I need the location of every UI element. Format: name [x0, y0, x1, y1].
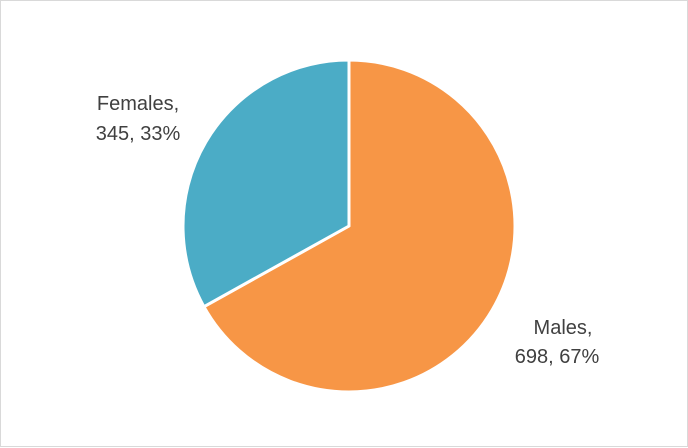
slices-layer — [181, 58, 517, 394]
label-females-line2: 345, 33% — [96, 123, 181, 145]
pie-slice-females — [181, 58, 351, 309]
label-males-line1: Males, — [534, 317, 593, 339]
label-females-line1: Females, — [97, 93, 179, 115]
label-males: Males, 698, 67% — [515, 317, 600, 368]
label-males-line2: 698, 67% — [515, 346, 600, 368]
pie-slice-males — [202, 58, 517, 394]
label-females: Females, 345, 33% — [96, 93, 181, 145]
